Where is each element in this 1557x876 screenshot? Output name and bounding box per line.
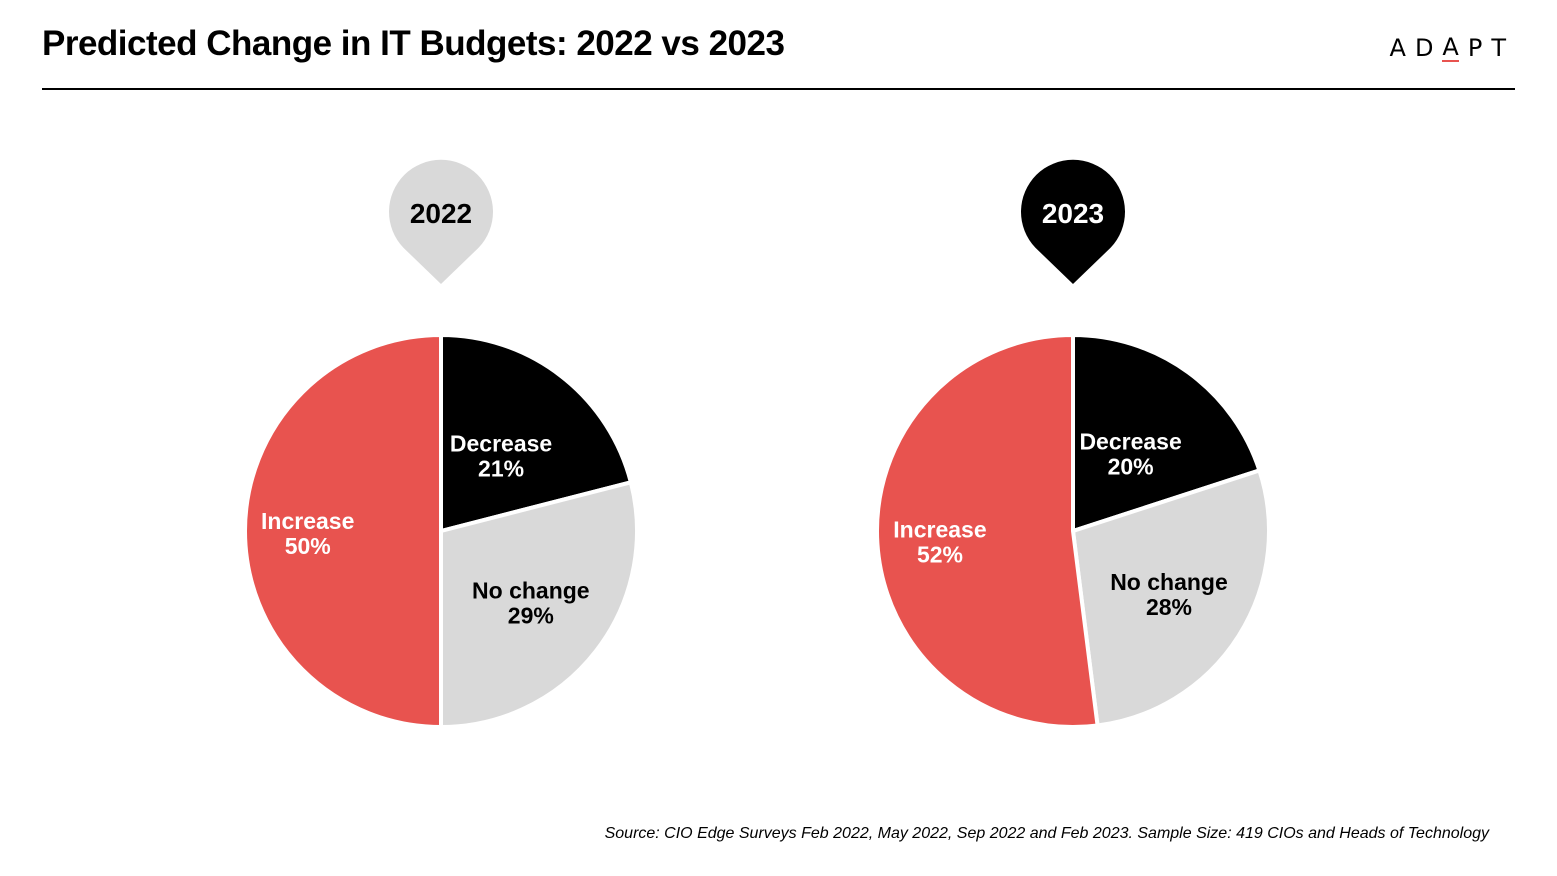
header-divider <box>42 88 1515 90</box>
logo-letter: P <box>1467 34 1492 62</box>
pie-slice-decrease <box>1071 333 1262 533</box>
source-note: Source: CIO Edge Surveys Feb 2022, May 2… <box>604 825 1489 842</box>
year-badge-label: 2023 <box>1042 198 1104 229</box>
slice-label-no-change: No change <box>472 578 590 604</box>
slice-value-increase: 52% <box>917 541 963 567</box>
slice-value-decrease: 20% <box>1108 454 1154 480</box>
year-badge-2022 <box>389 159 493 284</box>
logo-letter: D <box>1414 34 1443 62</box>
logo-letter: A <box>1389 34 1415 62</box>
adapt-logo: A D A P T <box>1390 34 1515 62</box>
pie-slice-increase <box>243 333 443 729</box>
pie-slice-no-change <box>1071 468 1271 728</box>
year-badge-label: 2022 <box>410 198 472 229</box>
logo-letter-accent: A <box>1442 33 1459 62</box>
slice-label-no-change: No change <box>1110 569 1228 595</box>
slice-label-increase: Increase <box>261 508 354 534</box>
year-badge-2023 <box>1021 159 1125 284</box>
pie-slice-increase <box>875 333 1100 729</box>
slice-value-no-change: 28% <box>1146 594 1192 620</box>
slice-value-increase: 50% <box>285 533 331 559</box>
chart-title: Predicted Change in IT Budgets: 2022 vs … <box>42 24 785 63</box>
slice-value-decrease: 21% <box>478 456 524 482</box>
slice-label-decrease: Decrease <box>450 431 552 457</box>
slice-label-decrease: Decrease <box>1079 429 1181 455</box>
logo-letter: T <box>1491 34 1515 62</box>
pie-slice-decrease <box>439 333 633 533</box>
slice-value-no-change: 29% <box>508 603 554 629</box>
pie-slice-no-change <box>439 480 639 729</box>
slice-label-increase: Increase <box>893 516 986 542</box>
